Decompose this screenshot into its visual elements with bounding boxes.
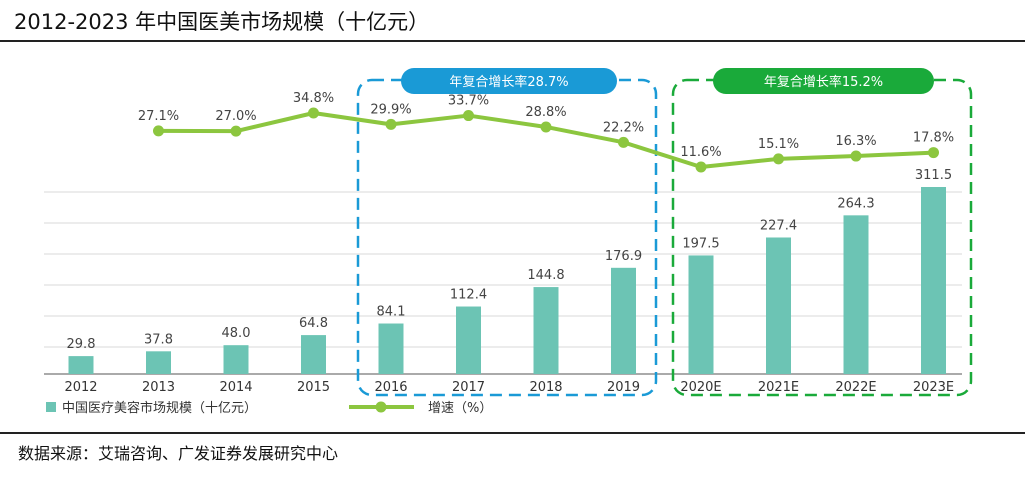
source-note: 数据来源：艾瑞咨询、广发证券发展研究中心: [18, 444, 339, 463]
bar-label-2017: 112.4: [450, 288, 487, 303]
growth-point-2016: [385, 118, 397, 130]
growth-label-2021E: 15.1%: [758, 137, 799, 152]
tick-label-2022E: 2022E: [835, 380, 876, 395]
bar-2017: [456, 306, 481, 374]
bar-label-2015: 64.8: [299, 316, 328, 331]
bar-label-2013: 37.8: [144, 332, 173, 347]
legend-line-marker: [375, 401, 387, 413]
growth-point-2020E: [695, 161, 707, 173]
growth-label-2018: 28.8%: [525, 105, 566, 120]
bar-label-2018: 144.8: [527, 268, 564, 283]
tick-label-2014: 2014: [219, 380, 252, 395]
cagr-label-1: 年复合增长率28.7%: [449, 74, 568, 90]
tick-label-2013: 2013: [142, 380, 175, 395]
bar-label-2016: 84.1: [377, 305, 406, 320]
bar-label-2014: 48.0: [222, 326, 251, 341]
bar-label-2019: 176.9: [605, 249, 642, 264]
tick-label-2017: 2017: [452, 380, 485, 395]
title-divider: [0, 40, 1025, 42]
tick-label-2018: 2018: [529, 380, 562, 395]
tick-label-2023E: 2023E: [913, 380, 954, 395]
bar-label-2012: 29.8: [67, 337, 96, 352]
bar-label-2021E: 227.4: [760, 218, 797, 233]
page-title: 2012-2023 年中国医美市场规模（十亿元）: [14, 10, 430, 34]
growth-point-2018: [540, 121, 552, 133]
cagr-pill-1: [401, 68, 617, 94]
growth-label-2022E: 16.3%: [835, 134, 876, 149]
bar-2023E: [921, 187, 946, 374]
bar-label-2023E: 311.5: [915, 168, 952, 183]
growth-label-2020E: 11.6%: [680, 145, 721, 160]
tick-label-2012: 2012: [64, 380, 97, 395]
growth-point-2021E: [773, 153, 784, 165]
bar-2013: [146, 351, 171, 374]
growth-point-2014: [230, 125, 242, 137]
growth-label-2016: 29.9%: [370, 102, 411, 117]
cagr-label-2: 年复合增长率15.2%: [764, 74, 883, 90]
bar-2022E: [843, 215, 869, 374]
legend-bar-swatch: [46, 402, 56, 412]
cagr-pill-2: [713, 68, 934, 94]
bar-2015: [301, 335, 326, 374]
growth-point-2015: [308, 107, 319, 119]
bar-2012: [68, 356, 94, 374]
bar-2018: [533, 287, 559, 374]
growth-label-2023E: 17.8%: [913, 131, 954, 146]
bar-label-2022E: 264.3: [837, 196, 874, 211]
bar-2019: [611, 267, 636, 374]
growth-point-2022E: [850, 150, 862, 162]
growth-label-2015: 34.8%: [293, 91, 334, 106]
tick-label-2021E: 2021E: [758, 380, 799, 395]
legend-bar-label: 中国医疗美容市场规模（十亿元）: [62, 400, 257, 416]
tick-label-2020E: 2020E: [680, 380, 721, 395]
growth-label-2019: 22.2%: [603, 120, 644, 135]
growth-line: [158, 111, 934, 169]
tick-label-2015: 2015: [297, 380, 330, 395]
tick-label-2019: 2019: [607, 380, 640, 395]
growth-label-2014: 27.0%: [215, 109, 256, 124]
tick-label-2016: 2016: [374, 380, 407, 395]
legend-line-label: 增速（%）: [428, 401, 492, 416]
bar-2016: [378, 323, 404, 374]
growth-point-2013: [153, 125, 164, 137]
bar-2014: [223, 345, 249, 374]
growth-label-2017: 33.7%: [448, 94, 489, 109]
growth-point-2017: [463, 110, 474, 122]
bar-label-2020E: 197.5: [682, 236, 719, 251]
footer-divider: [0, 432, 1025, 434]
bar-2021E: [766, 237, 791, 374]
growth-label-2013: 27.1%: [138, 109, 179, 124]
growth-point-2023E: [928, 147, 939, 159]
growth-point-2019: [618, 136, 629, 148]
bar-2020E: [688, 255, 714, 374]
